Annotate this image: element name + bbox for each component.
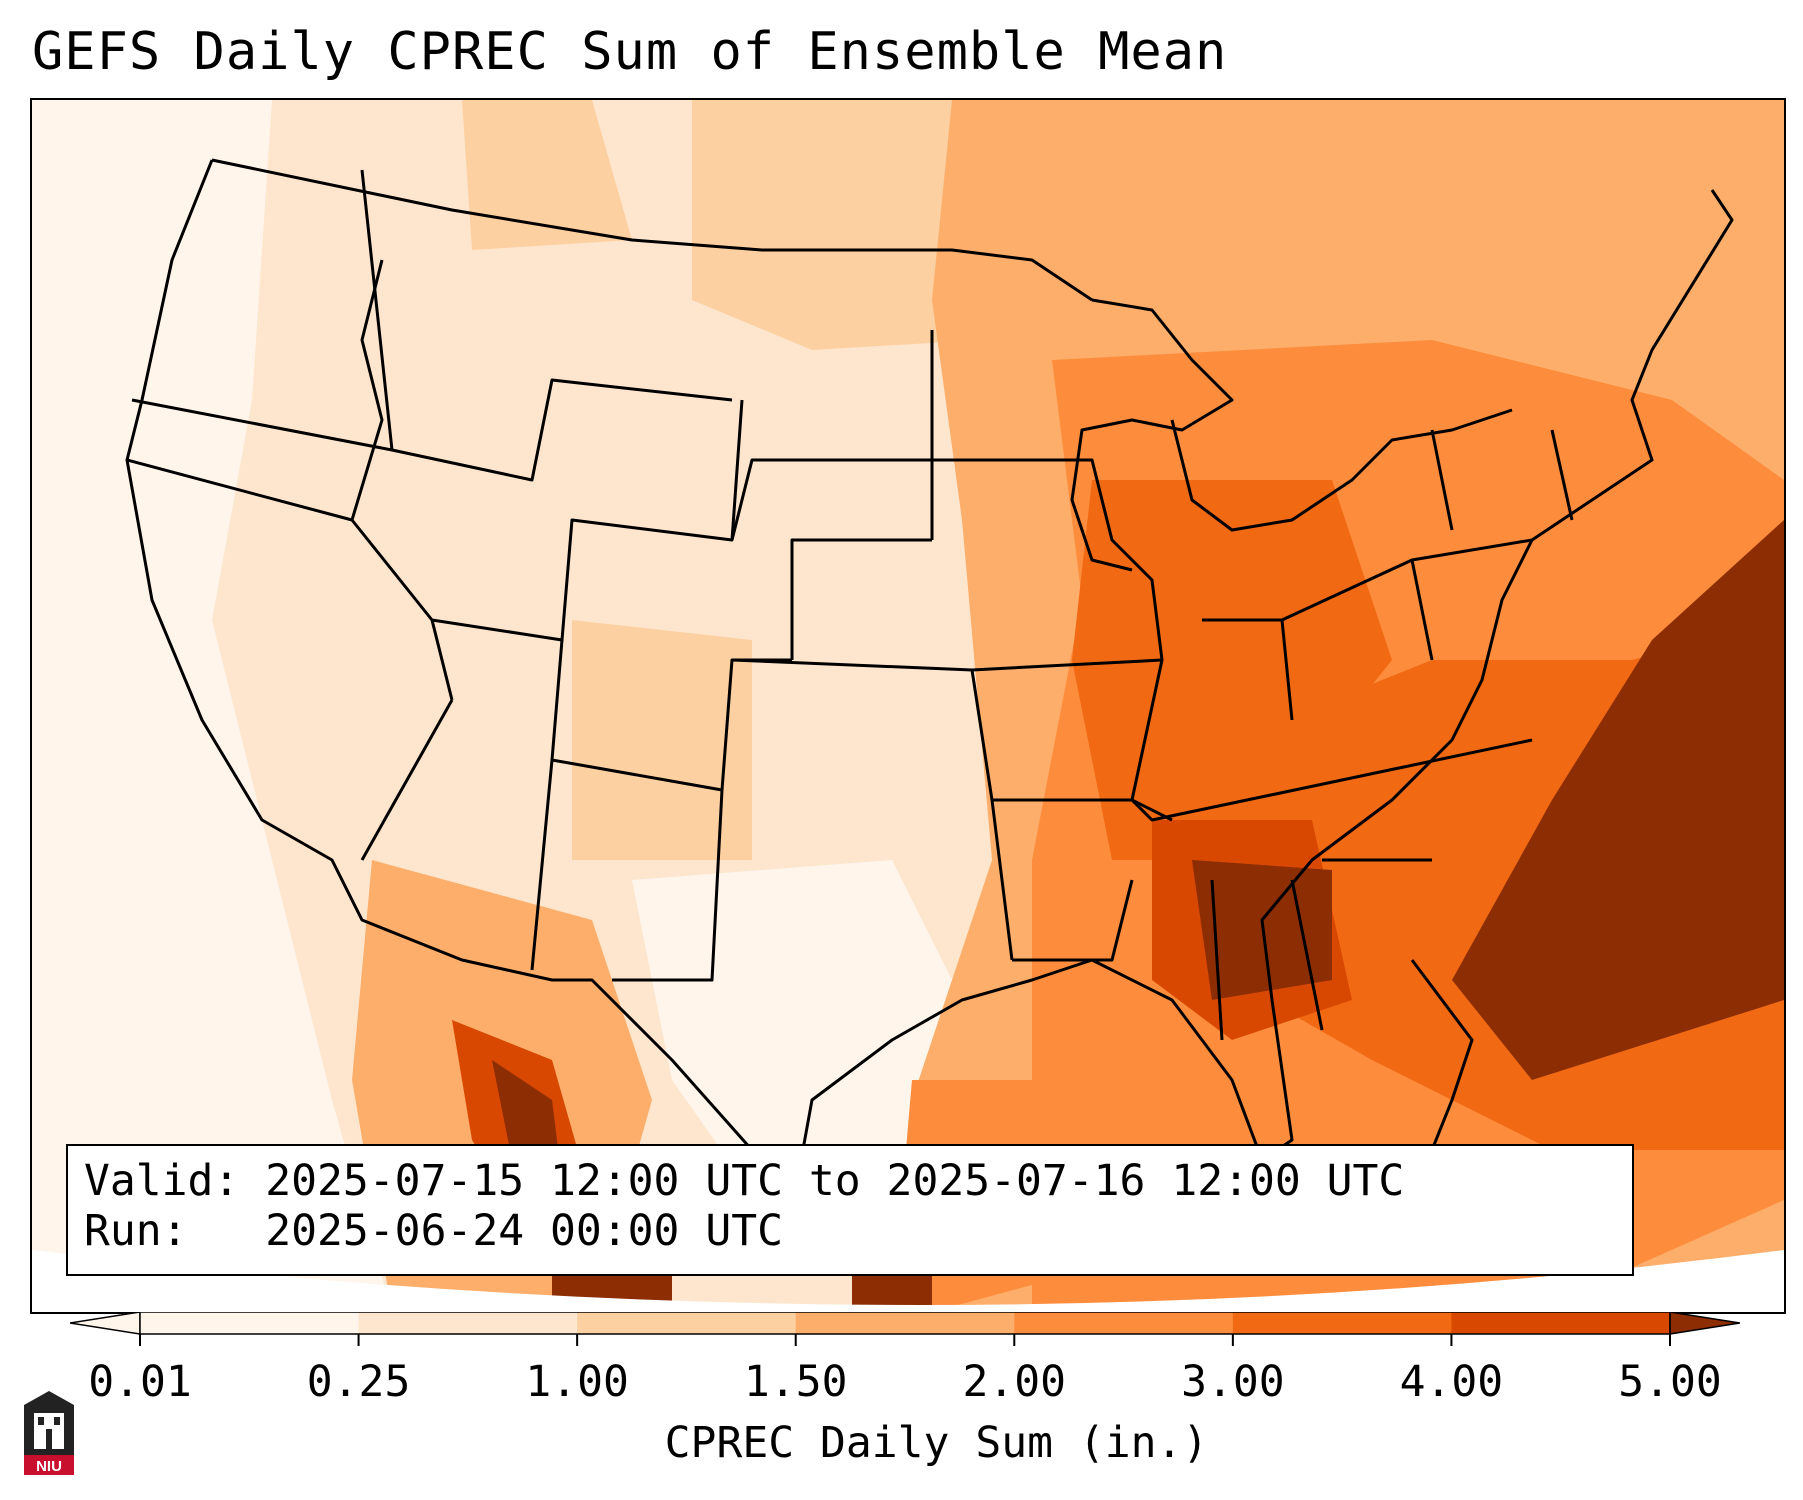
precip-shading [32, 100, 1784, 1312]
map-title: GEFS Daily CPREC Sum of Ensemble Mean [32, 22, 1228, 82]
colorbar-tick-label: 0.25 [306, 1357, 411, 1407]
colorbar [70, 1312, 1740, 1346]
state-boundaries [125, 158, 1734, 1212]
run-value: 2025-06-24 00:00 UTC [265, 1206, 783, 1256]
info-box: Valid: 2025-07-15 12:00 UTC to 2025-07-1… [66, 1144, 1634, 1276]
colorbar-tick-label: 1.50 [743, 1357, 848, 1407]
colorbar-tick-label: 0.01 [88, 1357, 192, 1407]
colorbar-border [139, 1312, 1671, 1335]
precipitation-map [30, 98, 1786, 1314]
colorbar-tick-label: 4.00 [1399, 1357, 1504, 1407]
run-label: Run: [84, 1206, 188, 1256]
colorbar-segment [1014, 1312, 1234, 1334]
valid-value: 2025-07-15 12:00 UTC to 2025-07-16 12:00… [265, 1156, 1405, 1206]
colorbar-extend-min [70, 1312, 141, 1335]
map-canvas [32, 100, 1784, 1312]
colorbar-segment [577, 1312, 797, 1334]
colorbar-segment [795, 1312, 1015, 1334]
valid-line: Valid: 2025-07-15 12:00 UTC to 2025-07-1… [84, 1156, 1404, 1206]
colorbar-label: CPREC Daily Sum (in.) [664, 1418, 1209, 1468]
run-line: Run: 2025-06-24 00:00 UTC [84, 1206, 783, 1256]
colorbar-segment [358, 1312, 578, 1334]
colorbar-segment [1232, 1312, 1452, 1334]
colorbar-tick-label: 1.00 [525, 1357, 629, 1407]
colorbar-extend-max [1669, 1312, 1740, 1335]
colorbar-segment [140, 1312, 360, 1334]
colorbar-tick-label: 2.00 [962, 1357, 1067, 1407]
colorbar-segment [1451, 1312, 1671, 1334]
niu-logo: NIU [24, 1391, 74, 1475]
logo-text: NIU [36, 1458, 62, 1475]
colorbar-tick-label: 5.00 [1618, 1357, 1722, 1407]
colorbar-tick-label: 3.00 [1181, 1357, 1285, 1407]
valid-label: Valid: [84, 1156, 240, 1206]
